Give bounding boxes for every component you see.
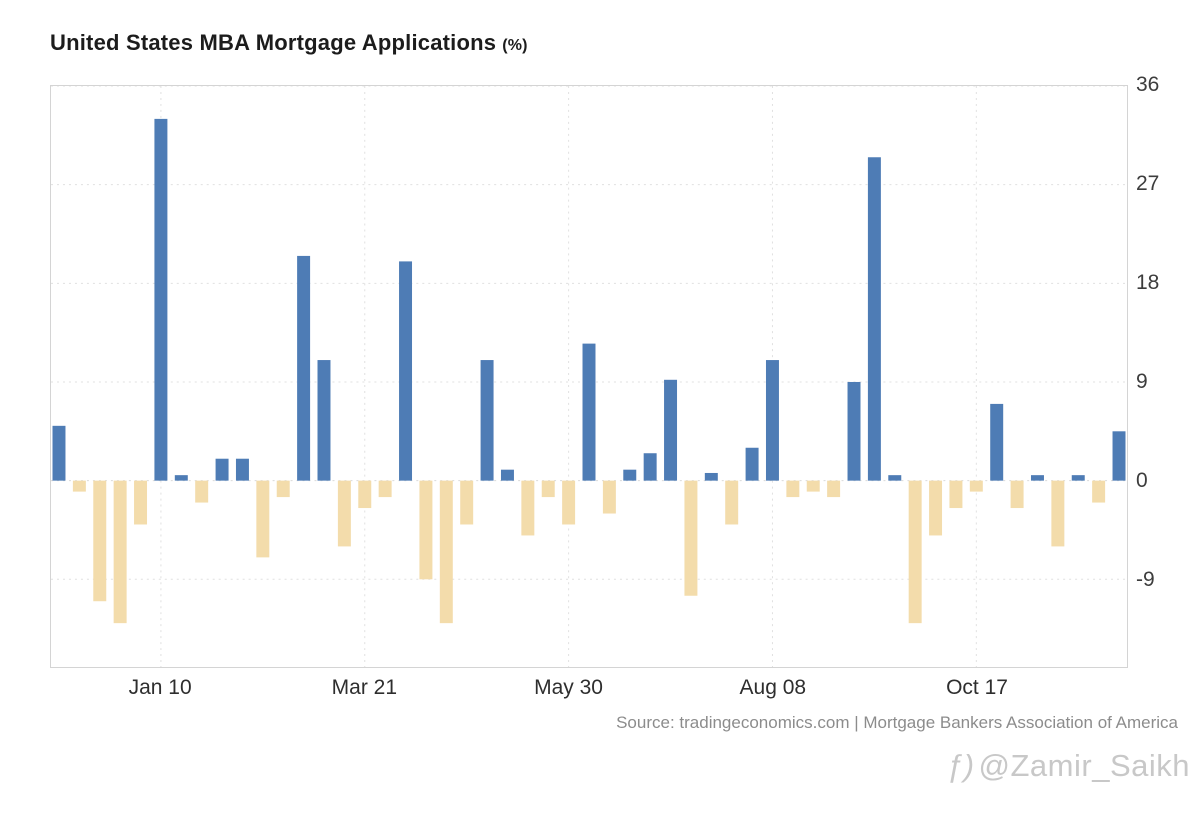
bar	[847, 381, 861, 481]
bar	[399, 261, 413, 481]
bar	[480, 360, 494, 481]
bar	[154, 118, 168, 481]
bar	[235, 458, 249, 481]
bar	[337, 480, 351, 547]
bar	[1051, 480, 1065, 547]
watermark: ƒ) @Zamir_Saikh	[946, 748, 1190, 784]
x-tick-label: Aug 08	[739, 676, 807, 699]
bar	[582, 343, 596, 481]
watermark-handle: @Zamir_Saikh	[978, 748, 1190, 783]
bar	[867, 157, 881, 481]
bar	[1112, 431, 1126, 481]
bar	[215, 458, 229, 481]
bar	[541, 480, 555, 498]
bar	[93, 480, 107, 602]
bar	[174, 475, 188, 481]
bar	[317, 360, 331, 481]
bar	[195, 480, 209, 503]
bar	[664, 379, 678, 481]
bar	[297, 255, 311, 481]
y-tick-label: 36	[1136, 73, 1160, 96]
bar	[745, 447, 759, 481]
y-tick-label: 27	[1136, 172, 1160, 195]
bar	[419, 480, 433, 580]
chart-svg	[51, 86, 1127, 667]
x-axis: Jan 10 Mar 21 May 30 Aug 08 Oct 17	[50, 676, 1128, 706]
bar	[786, 480, 800, 498]
bar	[1071, 475, 1085, 481]
y-tick-label: 18	[1136, 271, 1160, 294]
bar	[562, 480, 576, 525]
plot-area	[50, 85, 1128, 668]
bar	[827, 480, 841, 498]
y-tick-label: 0	[1136, 469, 1148, 492]
bar	[358, 480, 372, 509]
bar	[521, 480, 535, 536]
bar	[684, 480, 698, 596]
x-tick-label: Mar 21	[331, 676, 398, 699]
bar	[969, 480, 983, 492]
source-text: Source: tradingeconomics.com | Mortgage …	[616, 713, 1178, 732]
bar	[908, 480, 922, 624]
y-axis: 36 27 18 9 0 -9	[1136, 74, 1196, 668]
bar	[765, 360, 779, 481]
bar	[460, 480, 474, 525]
bar	[929, 480, 943, 536]
bar	[1092, 480, 1106, 503]
bar	[439, 480, 453, 624]
bar	[725, 480, 739, 525]
x-tick-label: May 30	[534, 676, 603, 699]
chart-title-unit: (%)	[502, 37, 528, 54]
bar	[378, 480, 392, 498]
bar	[704, 472, 718, 481]
x-tick-label: Jan 10	[128, 676, 192, 699]
bar	[888, 475, 902, 481]
facebook-icon: ƒ)	[945, 748, 975, 783]
bar	[949, 480, 963, 509]
bar	[256, 480, 270, 558]
bar	[1010, 480, 1024, 509]
bar	[1030, 475, 1044, 481]
bar	[500, 469, 514, 481]
bar	[134, 480, 148, 525]
bar	[643, 453, 657, 481]
bar	[52, 425, 66, 481]
bar	[72, 480, 86, 492]
chart-title-text: United States MBA Mortgage Applications	[50, 30, 497, 55]
bar	[623, 469, 637, 481]
bar	[806, 480, 820, 492]
bar	[602, 480, 616, 514]
chart-title: United States MBA Mortgage Applications (…	[50, 30, 528, 56]
bar	[113, 480, 127, 624]
x-tick-label: Oct 17	[946, 676, 1008, 699]
y-tick-label: 9	[1136, 370, 1148, 393]
bar	[276, 480, 290, 498]
y-tick-label: -9	[1136, 568, 1155, 591]
bar	[990, 403, 1004, 481]
